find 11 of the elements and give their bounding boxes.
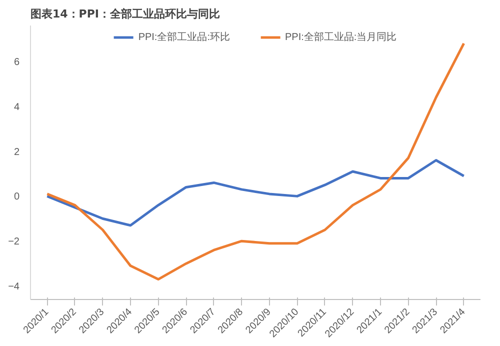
line-series <box>46 42 466 281</box>
y-tick-label: 6 <box>14 56 20 68</box>
y-tick-label: −4 <box>8 282 20 293</box>
line-series <box>46 159 466 227</box>
y-tick-label: 2 <box>14 146 20 158</box>
chart-title: 图表14：PPI：全部工业品环比与同比 <box>30 8 220 20</box>
legend-label: PPI:全部工业品:当月同比 <box>285 30 397 44</box>
legend-label: PPI:全部工业品:环比 <box>138 30 230 44</box>
y-tick-label: 0 <box>14 192 20 203</box>
y-tick-label: 4 <box>14 102 20 113</box>
y-tick-label: −2 <box>8 236 20 248</box>
